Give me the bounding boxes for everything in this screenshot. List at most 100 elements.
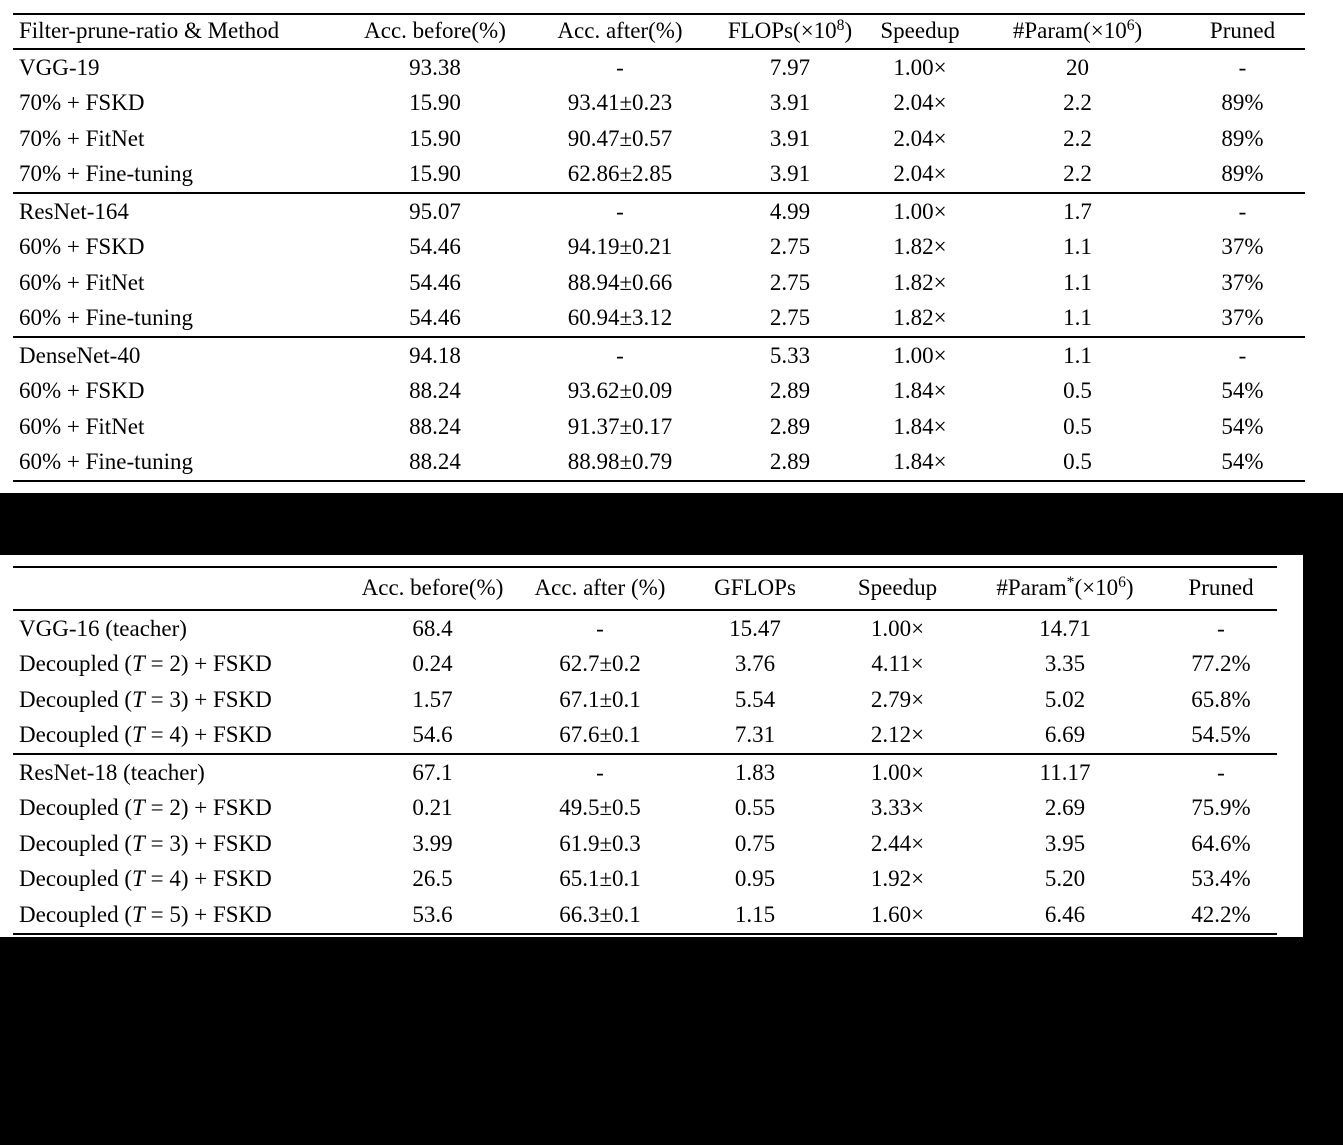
value-cell: 1.83 <box>734 759 776 785</box>
value-cell: 1.84× <box>893 378 947 404</box>
value-cell: 2.69 <box>1044 795 1086 821</box>
row-label: Decoupled (T = 4) + FSKD <box>19 722 272 748</box>
value-cell: 1.84× <box>893 413 947 439</box>
value-cell: 49.5±0.5 <box>559 795 641 821</box>
value-cell: 3.95 <box>1044 830 1086 856</box>
table-row: Decoupled (T = 5) + FSKD 53.6 66.3±0.1 1.15… <box>13 897 1277 934</box>
value-cell: 1.57 <box>412 686 453 712</box>
value-cell: 5.54 <box>734 686 776 712</box>
value-cell: 2.79× <box>870 686 925 712</box>
value-cell: 0.95 <box>734 866 776 892</box>
value-cell: 88.24 <box>409 449 461 475</box>
value-cell: 95.07 <box>409 198 461 224</box>
superscript: * <box>1066 573 1075 591</box>
value-cell: 37% <box>1221 269 1264 295</box>
value-cell: 42.2% <box>1191 901 1251 927</box>
decoupled-network-results-table: Acc. before(%) Acc. after (%) GFLOPs Speedu… <box>13 566 1277 935</box>
value-cell: 5.33 <box>769 342 811 368</box>
value-cell: 54% <box>1221 413 1264 439</box>
value-cell: 89% <box>1221 125 1264 151</box>
value-cell: 4.99 <box>769 198 811 224</box>
value-cell: - <box>596 759 604 785</box>
value-cell: - <box>616 198 624 224</box>
value-cell: 7.31 <box>734 722 776 748</box>
value-cell: 67.6±0.1 <box>559 722 641 748</box>
table-row: 60% + FSKD 88.24 93.62±0.09 2.89 1.84× 0.5 54% <box>13 374 1305 410</box>
value-cell: 88.24 <box>409 413 461 439</box>
value-cell: 1.82× <box>893 269 947 295</box>
row-label: 60% + FitNet <box>19 413 145 439</box>
value-cell: 15.90 <box>409 90 461 116</box>
value-cell: 77.2% <box>1191 651 1251 677</box>
table-row: Decoupled (T = 3) + FSKD 1.57 67.1±0.1 5.54… <box>13 682 1277 718</box>
math-italic: T <box>132 901 145 927</box>
value-cell: 89% <box>1221 90 1264 116</box>
column-header: Speedup <box>857 575 938 601</box>
row-label: ResNet-18 (teacher) <box>19 759 205 785</box>
value-cell: 54.46 <box>409 269 461 295</box>
row-label: Decoupled (T = 2) + FSKD <box>19 651 272 677</box>
row-label: 60% + FitNet <box>19 269 145 295</box>
table-row: DenseNet-40 94.18 - 5.33 1.00× 1.1 - <box>13 337 1305 374</box>
column-header: Acc. after(%) <box>557 18 683 44</box>
row-label: 60% + Fine-tuning <box>19 305 193 331</box>
column-header: Speedup <box>880 18 960 44</box>
value-cell: 91.37±0.17 <box>567 413 673 439</box>
superscript: 6 <box>1118 573 1126 591</box>
value-cell: 1.82× <box>893 234 947 260</box>
value-cell: 2.2 <box>1063 90 1092 116</box>
math-italic: T <box>132 795 145 821</box>
value-cell: 15.90 <box>409 161 461 187</box>
column-header: FLOPs(×108) <box>727 16 853 44</box>
value-cell: 66.3±0.1 <box>559 901 641 927</box>
table-row: 60% + Fine-tuning 88.24 88.98±0.79 2.89 1.84… <box>13 445 1305 482</box>
value-cell: 54.6 <box>412 722 453 748</box>
row-label: Decoupled (T = 4) + FSKD <box>19 866 272 892</box>
value-cell: 1.1 <box>1063 342 1092 368</box>
value-cell: 5.02 <box>1044 686 1086 712</box>
table-row: 60% + FitNet 88.24 91.37±0.17 2.89 1.84× 0.5 5… <box>13 409 1305 445</box>
row-label: Decoupled (T = 5) + FSKD <box>19 901 272 927</box>
value-cell: 1.7 <box>1063 198 1092 224</box>
column-header: Filter-prune-ratio & Method <box>19 18 280 44</box>
table-row: 70% + Fine-tuning 15.90 62.86±2.85 3.91 2.04… <box>13 157 1305 194</box>
value-cell: 93.41±0.23 <box>567 90 673 116</box>
column-header: Pruned <box>1209 18 1276 44</box>
table-row: 60% + FitNet 54.46 88.94±0.66 2.75 1.82× 1.1 3… <box>13 265 1305 301</box>
value-cell: 1.82× <box>893 305 947 331</box>
value-cell: 1.15 <box>734 901 776 927</box>
table-row: ResNet-18 (teacher) 67.1 - 1.83 1.00× 11.17 - <box>13 754 1277 791</box>
value-cell: 88.98±0.79 <box>567 449 673 475</box>
value-cell: 93.62±0.09 <box>567 378 673 404</box>
value-cell: 0.75 <box>734 830 776 856</box>
header-row: Acc. before(%) Acc. after (%) GFLOPs Speedu… <box>13 567 1277 610</box>
value-cell: 2.12× <box>870 722 925 748</box>
value-cell: 53.6 <box>412 901 453 927</box>
superscript: 6 <box>1126 16 1135 34</box>
value-cell: - <box>1217 615 1225 641</box>
value-cell: 93.38 <box>409 54 461 80</box>
value-cell: 88.24 <box>409 378 461 404</box>
row-label: DenseNet-40 <box>19 342 141 368</box>
value-cell: 54.46 <box>409 305 461 331</box>
row-label: 60% + FSKD <box>19 378 145 404</box>
value-cell: 2.04× <box>893 161 947 187</box>
value-cell: 1.00× <box>893 198 947 224</box>
value-cell: 14.71 <box>1039 615 1091 641</box>
math-italic: T <box>132 686 145 712</box>
value-cell: 54% <box>1221 449 1264 475</box>
table-row: VGG-19 93.38 - 7.97 1.00× 20 - <box>13 49 1305 86</box>
value-cell: 1.00× <box>870 615 925 641</box>
table-row: 70% + FSKD 15.90 93.41±0.23 3.91 2.04× 2.2 89% <box>13 86 1305 122</box>
table-row: 60% + FSKD 54.46 94.19±0.21 2.75 1.82× 1.1 37% <box>13 230 1305 266</box>
column-header: Acc. after (%) <box>534 575 666 601</box>
value-cell: 7.97 <box>769 54 811 80</box>
value-cell: - <box>616 54 624 80</box>
header-row: Filter-prune-ratio & Method Acc. before(%… <box>13 14 1305 49</box>
value-cell: 0.5 <box>1063 413 1092 439</box>
column-header: Acc. before(%) <box>364 18 506 44</box>
value-cell: 60.94±3.12 <box>567 305 673 331</box>
math-italic: T <box>132 830 145 856</box>
column-header: GFLOPs <box>714 575 796 601</box>
